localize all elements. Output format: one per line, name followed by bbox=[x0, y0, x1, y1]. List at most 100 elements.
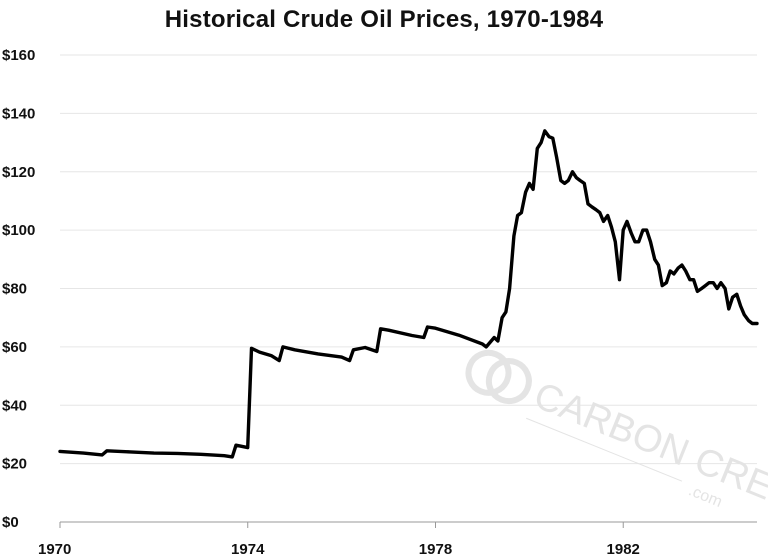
data-point bbox=[704, 284, 707, 287]
data-point bbox=[246, 446, 249, 449]
data-point bbox=[594, 208, 598, 211]
data-point bbox=[680, 263, 684, 267]
data-point bbox=[625, 220, 629, 223]
y-tick-label: $160 bbox=[2, 47, 35, 64]
data-point bbox=[176, 452, 179, 455]
data-point bbox=[630, 231, 633, 235]
data-point bbox=[755, 322, 759, 325]
data-point bbox=[82, 451, 85, 455]
data-point bbox=[606, 214, 609, 217]
x-tick-label: 1970 bbox=[38, 541, 71, 558]
data-point bbox=[696, 290, 699, 293]
data-point bbox=[457, 334, 461, 337]
data-point bbox=[665, 281, 668, 284]
data-point bbox=[669, 269, 672, 273]
data-point bbox=[536, 147, 539, 150]
series-line-oil-price bbox=[58, 129, 759, 459]
data-point bbox=[250, 347, 253, 350]
data-point bbox=[520, 211, 523, 214]
data-point bbox=[410, 334, 414, 337]
data-point bbox=[598, 211, 601, 214]
grid-lines bbox=[60, 54, 757, 523]
data-point bbox=[743, 313, 746, 316]
data-point bbox=[270, 354, 273, 357]
data-point bbox=[731, 296, 734, 299]
watermark: CARBON CREDITS .com bbox=[465, 349, 768, 541]
data-point bbox=[692, 278, 695, 281]
data-point bbox=[551, 137, 554, 140]
data-point bbox=[504, 310, 508, 314]
data-point bbox=[223, 454, 226, 457]
data-point bbox=[575, 176, 578, 179]
data-point bbox=[610, 226, 613, 229]
data-point bbox=[234, 444, 238, 447]
data-point bbox=[426, 325, 429, 329]
data-point bbox=[751, 322, 754, 325]
data-point bbox=[543, 129, 546, 133]
y-tick-label: $80 bbox=[2, 281, 27, 298]
data-point bbox=[571, 170, 574, 173]
data-point bbox=[101, 453, 104, 457]
data-point bbox=[622, 228, 625, 232]
data-points bbox=[58, 129, 759, 459]
data-point bbox=[723, 287, 727, 290]
data-point bbox=[496, 339, 500, 343]
data-point bbox=[516, 214, 519, 217]
data-point bbox=[547, 135, 551, 138]
data-point bbox=[559, 179, 562, 182]
data-point bbox=[676, 266, 680, 270]
data-point bbox=[649, 240, 652, 243]
data-point bbox=[387, 329, 390, 332]
data-point bbox=[493, 336, 496, 339]
data-point bbox=[528, 182, 531, 185]
data-point bbox=[602, 220, 605, 223]
data-point bbox=[512, 234, 516, 238]
data-point bbox=[258, 350, 261, 354]
data-point bbox=[500, 316, 504, 319]
data-point bbox=[485, 345, 488, 349]
y-tick-label: $20 bbox=[2, 456, 27, 473]
data-point bbox=[715, 287, 719, 290]
data-point bbox=[583, 182, 586, 185]
data-point bbox=[586, 202, 590, 206]
data-point bbox=[316, 352, 320, 356]
data-point bbox=[508, 287, 511, 290]
data-point bbox=[641, 228, 645, 232]
data-point bbox=[707, 281, 711, 284]
data-point bbox=[481, 342, 484, 346]
data-point bbox=[363, 346, 367, 349]
data-point bbox=[735, 293, 738, 296]
data-point bbox=[531, 188, 535, 191]
data-point bbox=[688, 278, 692, 281]
data-point bbox=[618, 278, 621, 281]
data-point bbox=[231, 455, 234, 459]
data-point bbox=[129, 450, 132, 454]
data-point bbox=[379, 327, 382, 330]
y-tick-label: $140 bbox=[2, 105, 35, 122]
data-point bbox=[590, 205, 593, 208]
data-point bbox=[700, 287, 703, 290]
data-point bbox=[653, 258, 656, 261]
data-point bbox=[539, 141, 543, 144]
data-point bbox=[524, 191, 527, 194]
data-point bbox=[375, 350, 378, 353]
data-point bbox=[614, 240, 617, 243]
data-point bbox=[434, 327, 437, 330]
data-point bbox=[661, 284, 664, 287]
data-point bbox=[278, 359, 281, 362]
data-point bbox=[645, 228, 648, 232]
y-tick-label: $120 bbox=[2, 164, 35, 181]
x-tick-label: 1978 bbox=[419, 541, 452, 558]
data-point bbox=[712, 281, 715, 284]
data-point bbox=[152, 451, 156, 455]
data-point bbox=[684, 269, 687, 273]
data-point bbox=[672, 272, 676, 276]
data-point bbox=[657, 263, 660, 267]
data-point bbox=[281, 345, 285, 349]
data-point bbox=[747, 319, 750, 322]
x-axis: 1970 1974 1978 1982 bbox=[38, 522, 640, 558]
data-point bbox=[637, 240, 640, 243]
data-point bbox=[105, 449, 109, 452]
data-point bbox=[633, 240, 637, 243]
